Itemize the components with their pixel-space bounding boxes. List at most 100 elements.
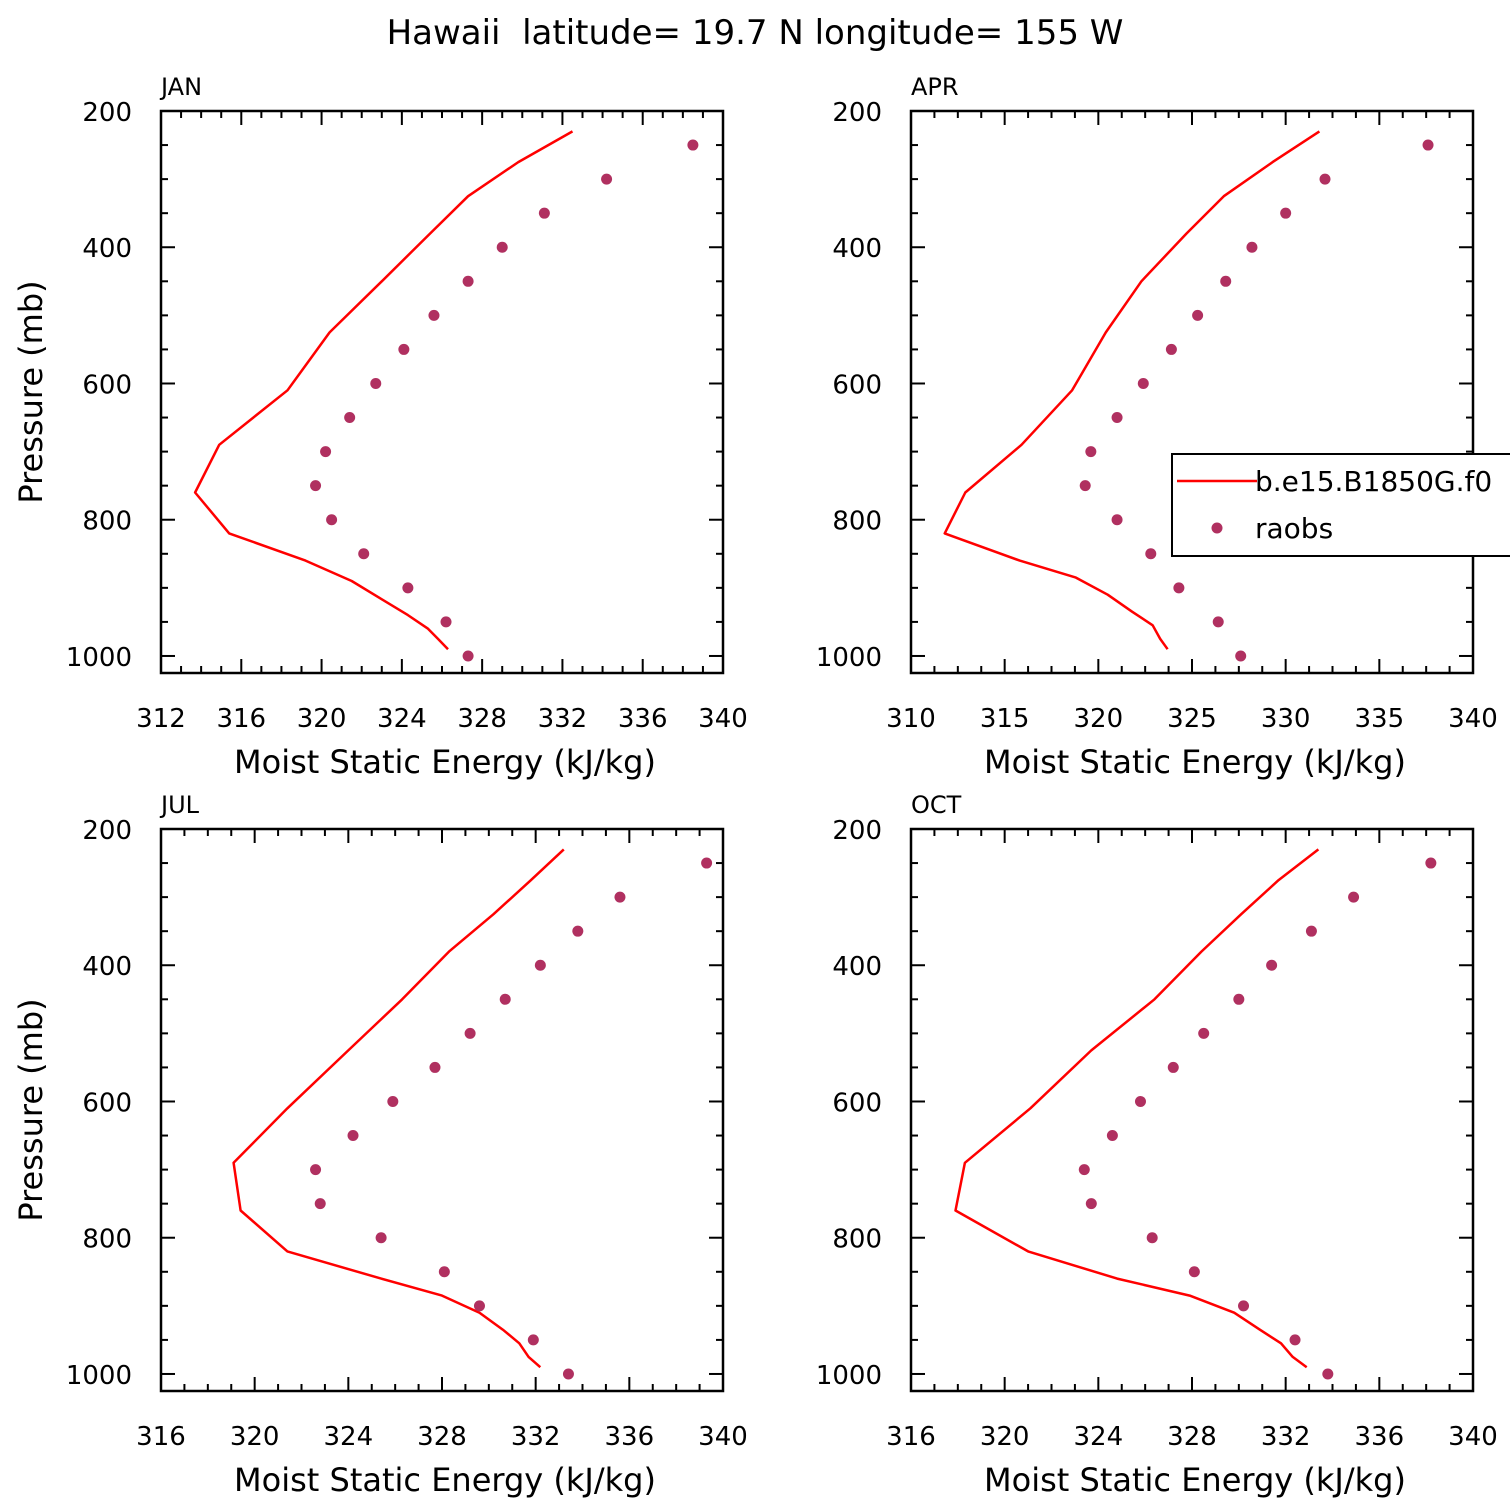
raobs-point: [1079, 480, 1091, 492]
x-tick-label: 310: [886, 704, 936, 734]
raobs-point: [428, 309, 440, 321]
y-tick-label: 1000: [66, 1361, 132, 1391]
x-tick-label: 340: [1448, 1422, 1498, 1452]
x-tick-label: 328: [457, 704, 507, 734]
raobs-point: [1106, 1130, 1118, 1142]
legend: b.e15.B1850G.f0 raobs: [1171, 453, 1510, 557]
x-tick-label: 332: [1261, 1422, 1311, 1452]
y-tick-label: 1000: [66, 643, 132, 673]
x-tick-label: 324: [1074, 1422, 1124, 1452]
plot-frame: [159, 109, 725, 675]
raobs-point: [1078, 1164, 1090, 1176]
raobs-point: [701, 857, 713, 869]
x-tick-label: 320: [1074, 704, 1124, 734]
raobs-point: [1173, 582, 1185, 594]
x-tick-label: 320: [297, 704, 347, 734]
raobs-point: [1233, 993, 1245, 1005]
y-tick-label: 200: [82, 816, 132, 846]
raobs-point: [1111, 514, 1123, 526]
panel-label: JUL: [159, 791, 200, 819]
panel-oct: OCT 316 320 324 328 332 336 340 200 400 600 800 1000…: [816, 791, 1498, 1499]
raobs-point: [310, 1164, 322, 1176]
x-tick-label: 340: [1448, 704, 1498, 734]
raobs-point: [496, 241, 508, 253]
x-tick-label: 316: [136, 1422, 186, 1452]
y-tick-label: 400: [832, 234, 882, 264]
x-tick-label: 332: [511, 1422, 561, 1452]
y-tick-label: 400: [832, 952, 882, 982]
x-tick-label: 320: [230, 1422, 280, 1452]
raobs-point: [1425, 857, 1437, 869]
model-series-line: [954, 848, 1320, 1369]
y-tick-label: 1000: [816, 1361, 882, 1391]
x-tick-label: 328: [1167, 1422, 1217, 1452]
y-tick-label: 800: [82, 1225, 132, 1255]
x-tick-label: 340: [698, 1422, 748, 1452]
x-axis-label: Moist Static Energy (kJ/kg): [984, 1461, 1406, 1499]
x-tick-label: 315: [980, 704, 1030, 734]
legend-box: [1171, 453, 1510, 557]
raobs-point: [1235, 650, 1247, 662]
raobs-point: [538, 207, 550, 219]
x-axis-label: Moist Static Energy (kJ/kg): [234, 1461, 656, 1499]
x-axis-label: Moist Static Energy (kJ/kg): [984, 743, 1406, 781]
model-series-line: [232, 848, 565, 1369]
y-tick-label: 200: [832, 816, 882, 846]
panel-label: OCT: [911, 791, 962, 819]
raobs-point: [1322, 1368, 1334, 1380]
y-tick-label: 1000: [816, 643, 882, 673]
raobs-point: [473, 1300, 485, 1312]
raobs-point: [601, 173, 613, 185]
y-tick-label: 800: [832, 507, 882, 537]
x-tick-label: 330: [1261, 704, 1311, 734]
raobs-point: [614, 891, 626, 903]
raobs-point: [1212, 616, 1224, 628]
y-axis-label: Pressure (mb): [12, 280, 50, 503]
raobs-point: [1198, 1027, 1210, 1039]
model-series-line: [193, 130, 574, 651]
x-tick-label: 332: [538, 704, 588, 734]
panel-jan: JAN 312 316 320 324 328 332 336 340 200 400 600 800 1…: [12, 73, 748, 781]
raobs-point: [687, 139, 699, 151]
raobs-point: [1422, 139, 1434, 151]
y-tick-label: 600: [832, 370, 882, 400]
raobs-point: [1145, 548, 1157, 560]
legend-obs-swatch: [1211, 522, 1223, 534]
raobs-point: [1134, 1095, 1146, 1107]
raobs-point: [347, 1130, 359, 1142]
raobs-point: [527, 1334, 539, 1346]
raobs-point: [438, 1266, 450, 1278]
raobs-point: [1305, 925, 1317, 937]
y-tick-label: 600: [832, 1088, 882, 1118]
raobs-point: [1146, 1232, 1158, 1244]
raobs-point: [429, 1061, 441, 1073]
raobs-point: [1289, 1334, 1301, 1346]
raobs-point: [1188, 1266, 1200, 1278]
panel-label: APR: [911, 73, 959, 101]
raobs-point: [499, 993, 511, 1005]
y-tick-label: 600: [82, 370, 132, 400]
x-tick-label: 336: [1355, 1422, 1405, 1452]
raobs-point: [1137, 377, 1149, 389]
plot-frame: [909, 109, 1475, 675]
raobs-point: [344, 412, 356, 424]
x-tick-label: 336: [605, 1422, 655, 1452]
x-tick-label: 328: [417, 1422, 467, 1452]
figure-title: Hawaii latitude= 19.7 N longitude= 155 W: [387, 13, 1124, 53]
x-tick-label: 335: [1355, 704, 1405, 734]
raobs-point: [1319, 173, 1331, 185]
y-tick-label: 800: [832, 1225, 882, 1255]
panel-jul: JUL 316 320 324 328 332 336 340 200 400 600 800 1000…: [12, 791, 748, 1499]
raobs-point: [1085, 1198, 1097, 1210]
raobs-point: [398, 343, 410, 355]
raobs-point: [562, 1368, 574, 1380]
raobs-point: [1238, 1300, 1250, 1312]
x-tick-label: 316: [886, 1422, 936, 1452]
raobs-point: [440, 616, 452, 628]
y-tick-label: 600: [82, 1088, 132, 1118]
y-tick-label: 400: [82, 234, 132, 264]
y-axis-label: Pressure (mb): [12, 998, 50, 1221]
panel-label: JAN: [159, 73, 202, 101]
raobs-point: [375, 1232, 387, 1244]
